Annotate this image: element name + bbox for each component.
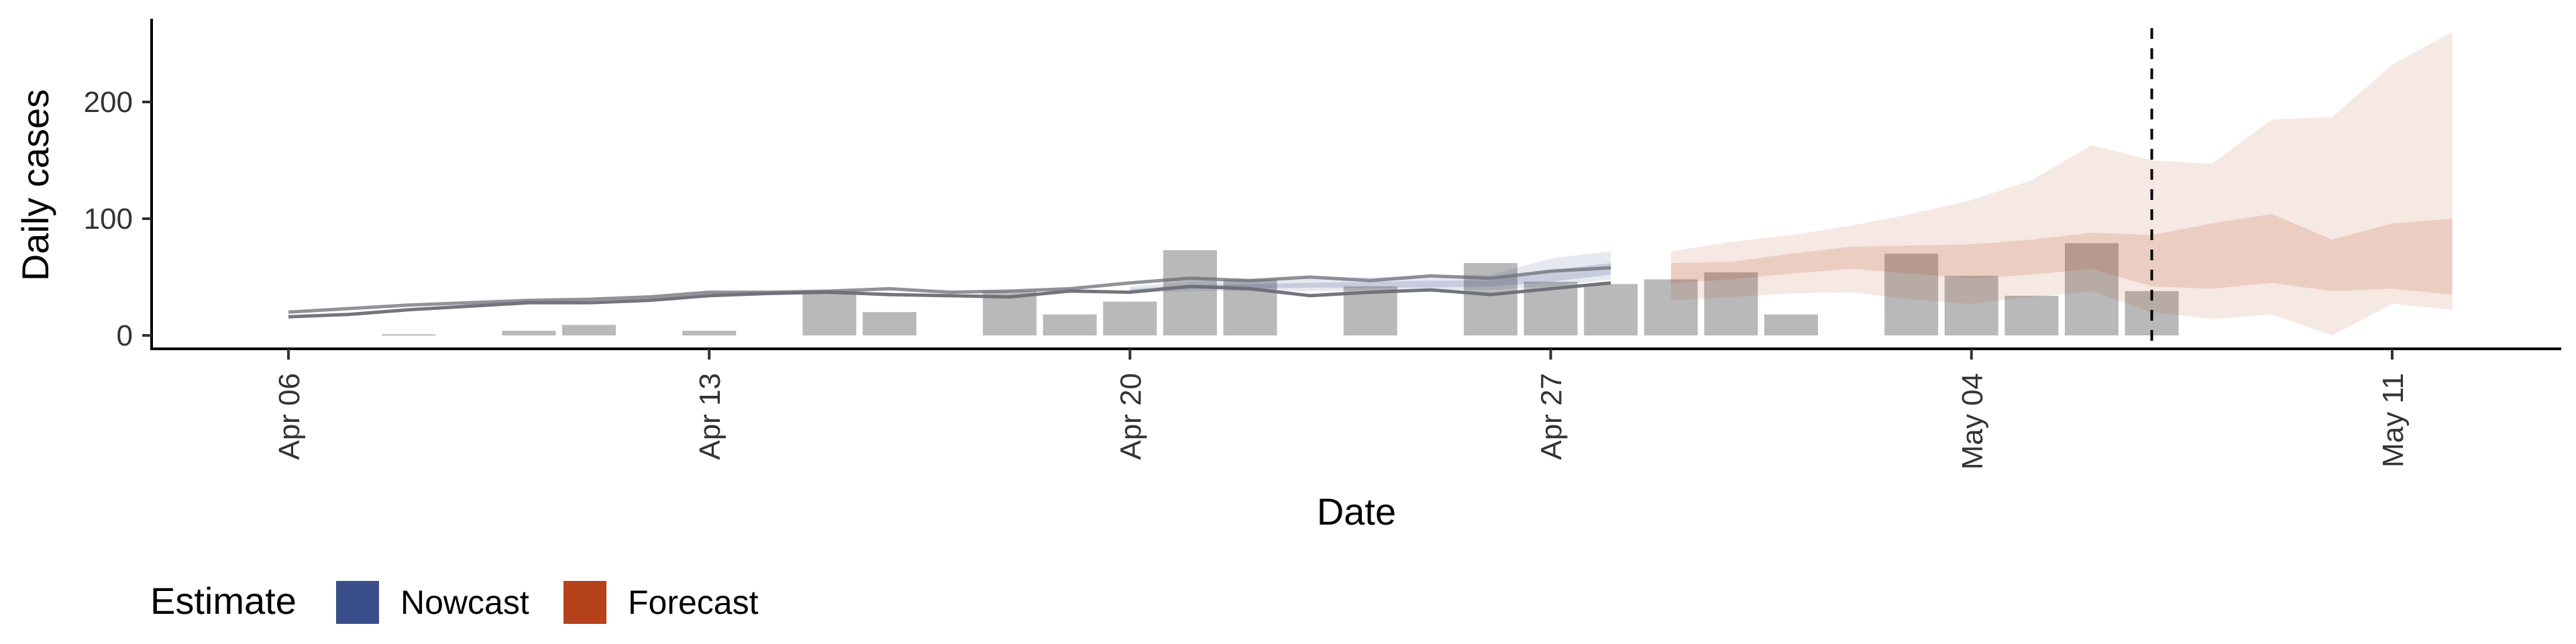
x-tick-label-2020-05-04: May 04 <box>1956 373 1989 470</box>
bar-2020-04-08 <box>382 334 436 336</box>
bar-2020-04-13 <box>682 331 737 335</box>
bar-2020-04-29 <box>1644 279 1698 335</box>
lines-layer <box>288 266 1611 319</box>
forecast-outer-band <box>1670 32 2453 335</box>
bar-2020-04-19 <box>1042 314 1097 335</box>
legend-label-forecast: Forecast <box>628 584 759 621</box>
bar-2020-04-11 <box>562 325 616 335</box>
bar-2020-05-03 <box>1884 254 1939 335</box>
nowcast-outer-band <box>1130 251 1611 294</box>
legend-title: Estimate <box>150 580 297 622</box>
x-axis-title: Date <box>1317 490 1396 533</box>
y-tick-label-200: 200 <box>84 86 133 119</box>
axes: 0 100 200 Apr 06 Apr 13 Apr 20 Apr 27 May 04 Ma… <box>84 19 2561 470</box>
y-axis-title: Daily cases <box>14 89 56 281</box>
y-tick-label-0: 0 <box>117 319 133 352</box>
legend: Estimate Nowcast Forecast <box>150 580 759 624</box>
ribbons-layer <box>1130 32 2453 335</box>
bar-2020-04-21 <box>1163 250 1217 335</box>
x-tick-label-2020-04-06: Apr 06 <box>273 373 306 460</box>
bar-2020-04-15 <box>802 290 857 335</box>
estimate-line-2 <box>288 281 1611 319</box>
legend-swatch-nowcast <box>336 581 379 624</box>
bar-2020-05-04 <box>1944 276 1998 335</box>
legend-label-nowcast: Nowcast <box>400 584 529 621</box>
x-axis-ticks: Apr 06 Apr 13 Apr 20 Apr 27 May 04 May 11 <box>273 349 2410 470</box>
y-tick-label-100: 100 <box>84 203 133 235</box>
y-axis-ticks: 0 100 200 <box>84 86 152 352</box>
bar-2020-04-30 <box>1704 272 1758 335</box>
bar-2020-04-28 <box>1584 284 1638 335</box>
x-tick-label-2020-04-20: Apr 20 <box>1114 373 1147 460</box>
bar-2020-04-20 <box>1103 301 1157 335</box>
x-tick-label-2020-04-13: Apr 13 <box>694 373 727 460</box>
nowcast-inner-band <box>1130 263 1611 291</box>
bar-2020-05-01 <box>1764 314 1818 335</box>
legend-swatch-forecast <box>564 581 606 624</box>
estimate-line-1 <box>288 266 1611 314</box>
forecast-inner-band <box>1670 214 2453 295</box>
x-tick-label-2020-05-11: May 11 <box>2377 373 2410 468</box>
bar-2020-04-16 <box>863 312 916 335</box>
bar-2020-05-05 <box>2004 295 2059 335</box>
bars-layer <box>382 243 2179 336</box>
bar-2020-05-06 <box>2065 243 2118 335</box>
bar-2020-04-10 <box>502 331 556 335</box>
x-tick-label-2020-04-27: Apr 27 <box>1536 373 1568 460</box>
